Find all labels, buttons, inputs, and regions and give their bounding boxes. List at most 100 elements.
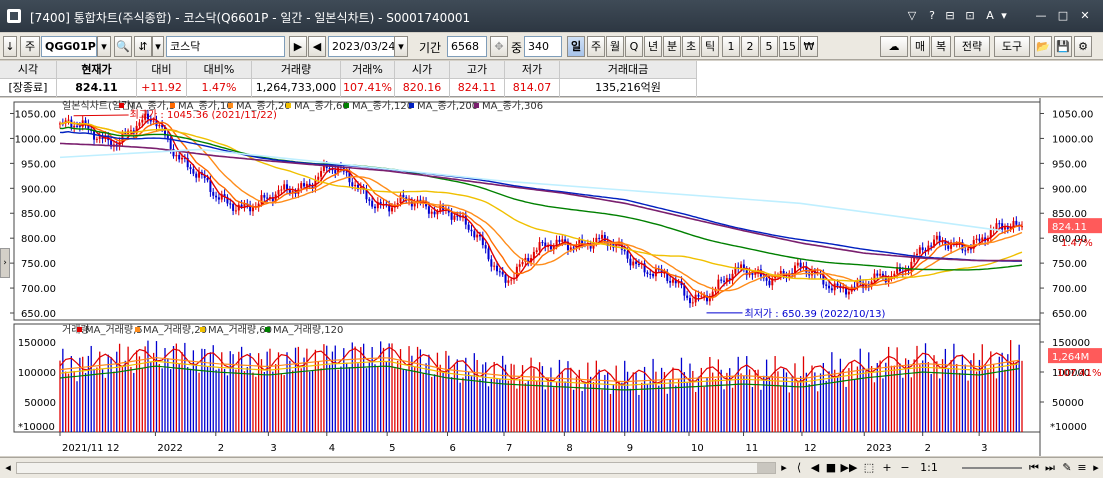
scroll-right-arrow[interactable]: ▸ xyxy=(781,461,787,474)
sort-icon[interactable]: ⇵ xyxy=(134,36,152,57)
search-icon[interactable]: 🔍 xyxy=(114,36,132,57)
candle-body xyxy=(331,169,334,171)
price-axis-label: 800.00 xyxy=(1052,234,1087,245)
fast-forward-button[interactable]: ▶▶ xyxy=(840,461,858,474)
settings-icon[interactable]: ⚙ xyxy=(1074,36,1092,57)
candle-body xyxy=(507,280,510,283)
candle-body xyxy=(558,239,561,242)
quote-header-high: 고가 xyxy=(450,61,505,79)
period-back-button[interactable]: ⟨ xyxy=(796,461,802,474)
menu-icon[interactable]: ≡ xyxy=(1077,461,1087,474)
chart-svg[interactable]: 1050.00 1050.00 1000.00 1000.00 950.00 950.00… xyxy=(0,98,1103,456)
interval-tick-button[interactable]: 틱 xyxy=(701,36,719,57)
zoom-slider[interactable] xyxy=(962,467,1022,469)
go-last-button[interactable]: ⏭ xyxy=(1045,461,1055,474)
scroll-end-arrow[interactable]: ▸ xyxy=(1093,461,1099,474)
candle-body xyxy=(578,239,581,247)
prev-arrow-button[interactable]: ◀ xyxy=(308,36,326,57)
candle-body xyxy=(368,199,371,201)
candle-body xyxy=(646,272,649,274)
trade-button[interactable]: 매 xyxy=(910,36,930,57)
next-arrow-button[interactable]: ▶ xyxy=(289,36,307,57)
interval-second-button[interactable]: 초 xyxy=(682,36,700,57)
price-axis-label-left: 900.00 xyxy=(21,184,56,195)
candle-body xyxy=(541,242,544,244)
last-volume-ratio-tag: 107.41% xyxy=(1057,368,1102,379)
candle-body xyxy=(212,191,215,196)
count-input[interactable]: 340 xyxy=(524,36,562,57)
price-axis-label: 650.00 xyxy=(1052,309,1087,320)
currency-button[interactable]: ₩ xyxy=(800,36,818,57)
x-axis-label: 5 xyxy=(389,443,395,454)
save-icon[interactable]: 💾 xyxy=(1054,36,1072,57)
market-select-button[interactable]: 주 xyxy=(20,36,40,57)
candle-body xyxy=(686,295,689,298)
price-axis-label-left: 1000.00 xyxy=(15,134,56,145)
screen-copy-button[interactable]: ⊡ xyxy=(965,9,975,22)
link-menu-button[interactable]: ▽ xyxy=(907,9,917,22)
interval-15-button[interactable]: 15 xyxy=(779,36,799,57)
stock-code-input[interactable]: QGG01P xyxy=(41,36,97,57)
font-menu-button[interactable]: ▾ xyxy=(1001,9,1007,22)
interval-year-button[interactable]: 년 xyxy=(644,36,662,57)
chart-area[interactable]: 1050.00 1050.00 1000.00 1000.00 950.00 950.00… xyxy=(0,98,1103,456)
x-axis-label: 12 xyxy=(804,443,817,454)
folder-icon[interactable]: 📂 xyxy=(1034,36,1052,57)
interval-day-button[interactable]: 일 xyxy=(567,36,585,57)
date-dropdown-button[interactable]: ▾ xyxy=(394,36,408,57)
horizontal-scrollbar[interactable] xyxy=(16,462,776,474)
x-axis-label: 10 xyxy=(691,443,704,454)
date-input[interactable]: 2023/03/24 xyxy=(328,36,395,57)
minimize-button[interactable]: — xyxy=(1035,9,1047,22)
interval-week-button[interactable]: 주 xyxy=(587,36,605,57)
volume-legend-label: MA_거래량,60 xyxy=(208,324,272,336)
candle-body xyxy=(95,138,98,140)
compound-button[interactable]: 복 xyxy=(931,36,951,57)
candle-body xyxy=(311,186,314,189)
cloud-icon[interactable]: ☁ xyxy=(880,36,908,57)
scroll-left-arrow[interactable]: ◂ xyxy=(5,461,11,474)
zoom-in-button[interactable]: + xyxy=(882,461,892,474)
strategy-button[interactable]: 전략 xyxy=(954,36,990,57)
candle-body xyxy=(217,197,220,200)
quote-table: 시각 현재가 대비 대비% 거래량 거래% 시가 고가 저가 거래대금 [장종료… xyxy=(0,61,1103,97)
ma-line-10 xyxy=(60,121,1023,299)
go-first-button[interactable]: ⏮ xyxy=(1029,461,1039,474)
candle-body xyxy=(240,204,243,207)
font-size-button[interactable]: A xyxy=(986,9,994,22)
interval-5-button[interactable]: 5 xyxy=(760,36,778,57)
candle-body xyxy=(487,248,490,260)
interval-1-button[interactable]: 1 xyxy=(722,36,740,57)
maximize-button[interactable]: □ xyxy=(1057,9,1069,22)
zoom-reset-button[interactable]: 1:1 xyxy=(920,461,938,474)
tools-button[interactable]: 도구 xyxy=(994,36,1030,57)
interval-quarter-button[interactable]: Q xyxy=(625,36,643,57)
high-annotation: 최고가 : 1045.36 (2021/11/22) xyxy=(130,109,277,121)
down-arrow-icon[interactable]: ↓ xyxy=(3,36,17,57)
edit-icon[interactable]: ✎ xyxy=(1062,461,1072,474)
candle-body xyxy=(439,205,442,212)
zoom-out-button[interactable]: − xyxy=(900,461,910,474)
interval-month-button[interactable]: 월 xyxy=(606,36,624,57)
range-select-button[interactable]: ⬚ xyxy=(863,461,875,474)
price-legend-label: MA_종가,10 xyxy=(178,100,233,112)
code-dropdown-button[interactable]: ▾ xyxy=(97,36,111,57)
candle-body xyxy=(169,138,172,149)
rewind-button[interactable]: ◀ xyxy=(810,461,820,474)
x-axis-label: 6 xyxy=(450,443,456,454)
stop-button[interactable]: ■ xyxy=(825,461,837,474)
side-panel-toggle[interactable]: › xyxy=(0,248,10,278)
help-button[interactable]: ? xyxy=(929,9,935,22)
sort-dropdown-button[interactable]: ▾ xyxy=(152,36,164,57)
candle-body xyxy=(635,261,638,264)
move-icon[interactable]: ✥ xyxy=(490,36,508,57)
scroll-thumb[interactable] xyxy=(757,463,775,473)
period-input[interactable]: 6568 xyxy=(447,36,487,57)
screen-save-button[interactable]: ⊟ xyxy=(945,9,955,22)
quote-change: +11.92 xyxy=(137,79,187,97)
price-legend-label: MA_종가,306 xyxy=(482,100,543,112)
close-button[interactable]: ✕ xyxy=(1080,9,1090,22)
interval-2-button[interactable]: 2 xyxy=(741,36,759,57)
last-volume-tag-bg xyxy=(1048,348,1102,364)
interval-minute-button[interactable]: 분 xyxy=(663,36,681,57)
